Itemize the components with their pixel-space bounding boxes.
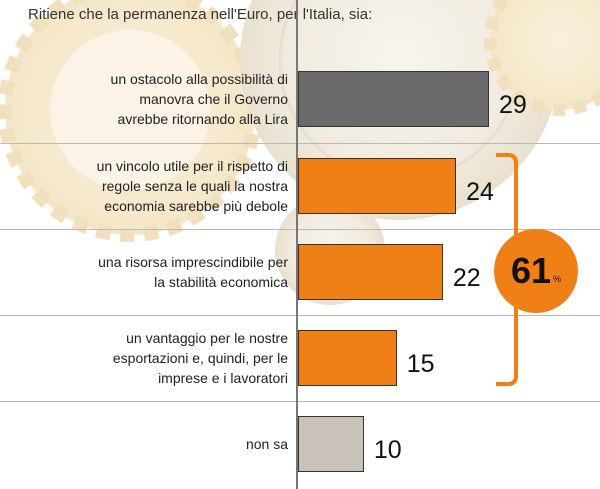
bar-value-label: 24: [466, 178, 494, 206]
category-label: non sa: [20, 434, 288, 454]
bar-value-label: 29: [499, 91, 527, 119]
bar: [298, 158, 457, 214]
bar: [298, 416, 364, 472]
category-label-line: esportazioni e, quindi, per le: [112, 350, 288, 366]
row-separator: [0, 143, 600, 144]
bar: [298, 71, 489, 127]
category-label: un vantaggio per le nostre esportazioni e…: [20, 328, 288, 388]
bar-value-label: 22: [452, 264, 481, 292]
category-label: un ostacolo alla possibilità di manovra c…: [20, 69, 288, 129]
total-badge-value: 61: [510, 250, 552, 291]
total-badge-unit: %: [553, 274, 562, 284]
bar-axis: [296, 0, 298, 489]
category-label-line: non sa: [245, 436, 288, 452]
category-label-line: un vincolo utile per il rispetto di: [96, 158, 288, 174]
category-label-line: un ostacolo alla possibilità di: [110, 71, 288, 87]
row-separator: [0, 315, 600, 316]
category-label-line: regole senza le quali la nostra: [101, 178, 288, 194]
category-label-line: una risorsa imprescindibile per: [98, 254, 288, 270]
bar: [298, 244, 443, 300]
row-separator: [0, 229, 600, 230]
category-label-line: imprese e i lavoratori: [158, 370, 288, 386]
category-label-line: economia sarebbe più debole: [104, 198, 288, 214]
bar-value-label: 10: [373, 436, 402, 464]
category-label-line: manovra che il Governo: [139, 91, 288, 107]
chart-title: Ritiene che la permanenza nell'Euro, per…: [28, 6, 373, 23]
category-label-line: avrebbe ritornando alla Lira: [117, 111, 288, 127]
row-separator: [0, 401, 600, 402]
category-label-line: un vantaggio per le nostre: [126, 330, 288, 346]
total-badge: 61 %: [494, 229, 578, 313]
bar-value-label: 15: [406, 350, 435, 378]
category-label: un vincolo utile per il rispetto di regol…: [20, 156, 288, 216]
category-label-line: la stabilità economica: [154, 274, 288, 290]
bar: [298, 330, 397, 386]
category-label: una risorsa imprescindibile per la stabil…: [20, 252, 288, 292]
